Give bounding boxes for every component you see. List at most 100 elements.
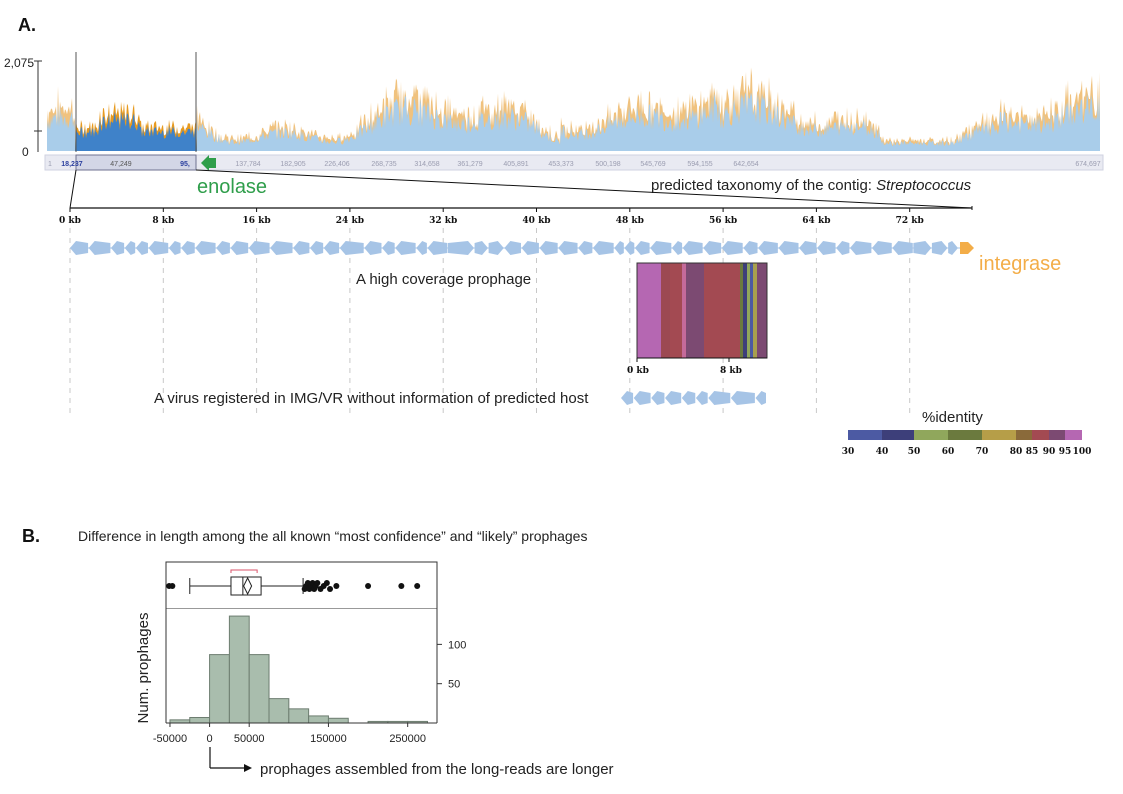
- kb-tick-label: 40 kb: [522, 216, 550, 226]
- contig-ruler[interactable]: [44, 154, 1104, 171]
- identity-tick-label: 80: [1010, 447, 1023, 457]
- gene-arrow: [124, 241, 136, 255]
- ruler-tick-label: 545,769: [640, 161, 665, 168]
- identity-swatch: [882, 430, 914, 440]
- kb-tick-label: 24 kb: [336, 216, 364, 226]
- gene-arrow: [364, 241, 382, 255]
- gene-arrow: [323, 241, 340, 255]
- gene-arrow: [624, 241, 635, 255]
- identity-swatch: [1016, 430, 1032, 440]
- boxplot-outlier: [398, 583, 405, 589]
- length-boxplot: [165, 561, 438, 610]
- gene-arrow: [758, 241, 778, 255]
- identity-legend-title: %identity: [922, 409, 983, 426]
- gene-arrow: [521, 241, 539, 255]
- gene-arrow: [931, 241, 948, 255]
- ruler-tick-label: 453,373: [548, 161, 573, 168]
- kb-tick-label: 16 kb: [243, 216, 271, 226]
- ruler-tick-label: 182,905: [280, 161, 305, 168]
- contig-taxonomy: predicted taxonomy of the contig: Strept…: [651, 177, 972, 194]
- gene-arrow: [778, 241, 799, 255]
- zoom-line-left: [69, 169, 77, 209]
- identity-swatch: [848, 430, 882, 440]
- identity-color-legend: 30 40 50 60 70 80 85 90 95 100: [842, 430, 1091, 457]
- gene-arrow: [339, 241, 364, 255]
- gene-arrow: [799, 241, 817, 255]
- gene-arrow: [216, 241, 230, 255]
- identity-swatch: [914, 430, 948, 440]
- histogram-bar: [327, 717, 349, 724]
- ruler-ticks: 1 18,237 47,249 95, 137,784 182,905 226,406 268…: [48, 161, 1101, 168]
- kb-tick-label: 32 kb: [429, 216, 457, 226]
- gene-arrow: [110, 241, 125, 255]
- gene-arrow: [181, 241, 195, 255]
- gene-arrow: [382, 241, 395, 255]
- ruler-tick-label: 674,697: [1075, 161, 1100, 168]
- virus-gene-arrow: [633, 391, 651, 405]
- gene-arrow: [88, 241, 111, 255]
- gene-arrow: [248, 241, 270, 255]
- gene-arrow: [168, 241, 181, 255]
- gene-arrow: [849, 241, 872, 255]
- identity-swatch: [948, 430, 982, 440]
- coverage-track: [47, 67, 1100, 151]
- boxplot-outlier: [169, 583, 176, 589]
- taxonomy-prefix: predicted taxonomy of the contig:: [651, 177, 876, 194]
- y-tick-label: 100: [448, 639, 466, 651]
- boxplot-outlier: [327, 586, 334, 592]
- gene-arrow: [614, 241, 624, 255]
- small-kb-tick-0: 0 kb: [627, 366, 649, 376]
- kb-tick-label: 56 kb: [709, 216, 737, 226]
- kb-tick-label: 48 kb: [616, 216, 644, 226]
- gene-arrow: [743, 241, 758, 255]
- identity-swatch: [982, 430, 1016, 440]
- ruler-tick-label: 226,406: [324, 161, 349, 168]
- gene-arrow: [871, 241, 892, 255]
- longer-annotation-text: prophages assembled from the long-reads …: [260, 761, 614, 778]
- ruler-tick-label: 594,155: [687, 161, 712, 168]
- enolase-gene-icon[interactable]: [201, 155, 216, 171]
- ruler-tick-label: 137,784: [235, 161, 260, 168]
- identity-swatch: [1065, 430, 1082, 440]
- small-kb-tick-8: 8 kb: [720, 366, 742, 376]
- identity-tick-label: 40: [876, 447, 889, 457]
- histogram-bar: [268, 698, 290, 724]
- ruler-tick-label: 268,735: [371, 161, 396, 168]
- x-tick-label: 50000: [234, 733, 265, 745]
- gene-arrow: [817, 241, 836, 255]
- virus-gene-arrow: [695, 391, 708, 405]
- gene-arrow: [416, 241, 427, 255]
- identity-tick-label: 70: [976, 447, 989, 457]
- gene-arrow: [293, 241, 310, 255]
- gene-arrow: [309, 241, 324, 255]
- gene-arrow: [650, 241, 672, 255]
- ruler-selection-box[interactable]: [75, 154, 197, 171]
- identity-swatch: [1032, 430, 1049, 440]
- histogram-bar: [209, 654, 230, 724]
- gene-arrow: [395, 241, 416, 255]
- gene-arrow: [592, 241, 614, 255]
- gene-arrow: [671, 241, 683, 255]
- ruler-tick-label: 642,654: [733, 161, 758, 168]
- gene-arrow: [448, 241, 475, 255]
- kb-tick-label: 72 kb: [896, 216, 924, 226]
- virus-gene-track: [621, 391, 766, 405]
- x-tick-label: -50000: [153, 733, 187, 745]
- prophage-caption: A high coverage prophage: [356, 271, 531, 288]
- gene-arrow: [948, 241, 958, 255]
- prophage-gene-track: [70, 241, 960, 255]
- kb-tick-label: 0 kb: [59, 216, 81, 226]
- coverage-y-zero: 0: [22, 145, 29, 159]
- gene-arrow: [836, 241, 850, 255]
- gene-arrow: [427, 241, 448, 255]
- integrase-label: integrase: [979, 253, 1061, 275]
- panel-b-title: Difference in length among the all known…: [78, 528, 587, 544]
- coverage-y-axis: 2,075 0: [4, 56, 42, 159]
- gene-arrow: [70, 241, 89, 255]
- gene-arrow: [195, 241, 216, 255]
- ruler-tick-label: 18,237: [61, 161, 83, 168]
- integrase-gene-icon[interactable]: [960, 242, 974, 254]
- ruler-tick-label: 361,279: [457, 161, 482, 168]
- virus-gene-arrow: [621, 391, 634, 405]
